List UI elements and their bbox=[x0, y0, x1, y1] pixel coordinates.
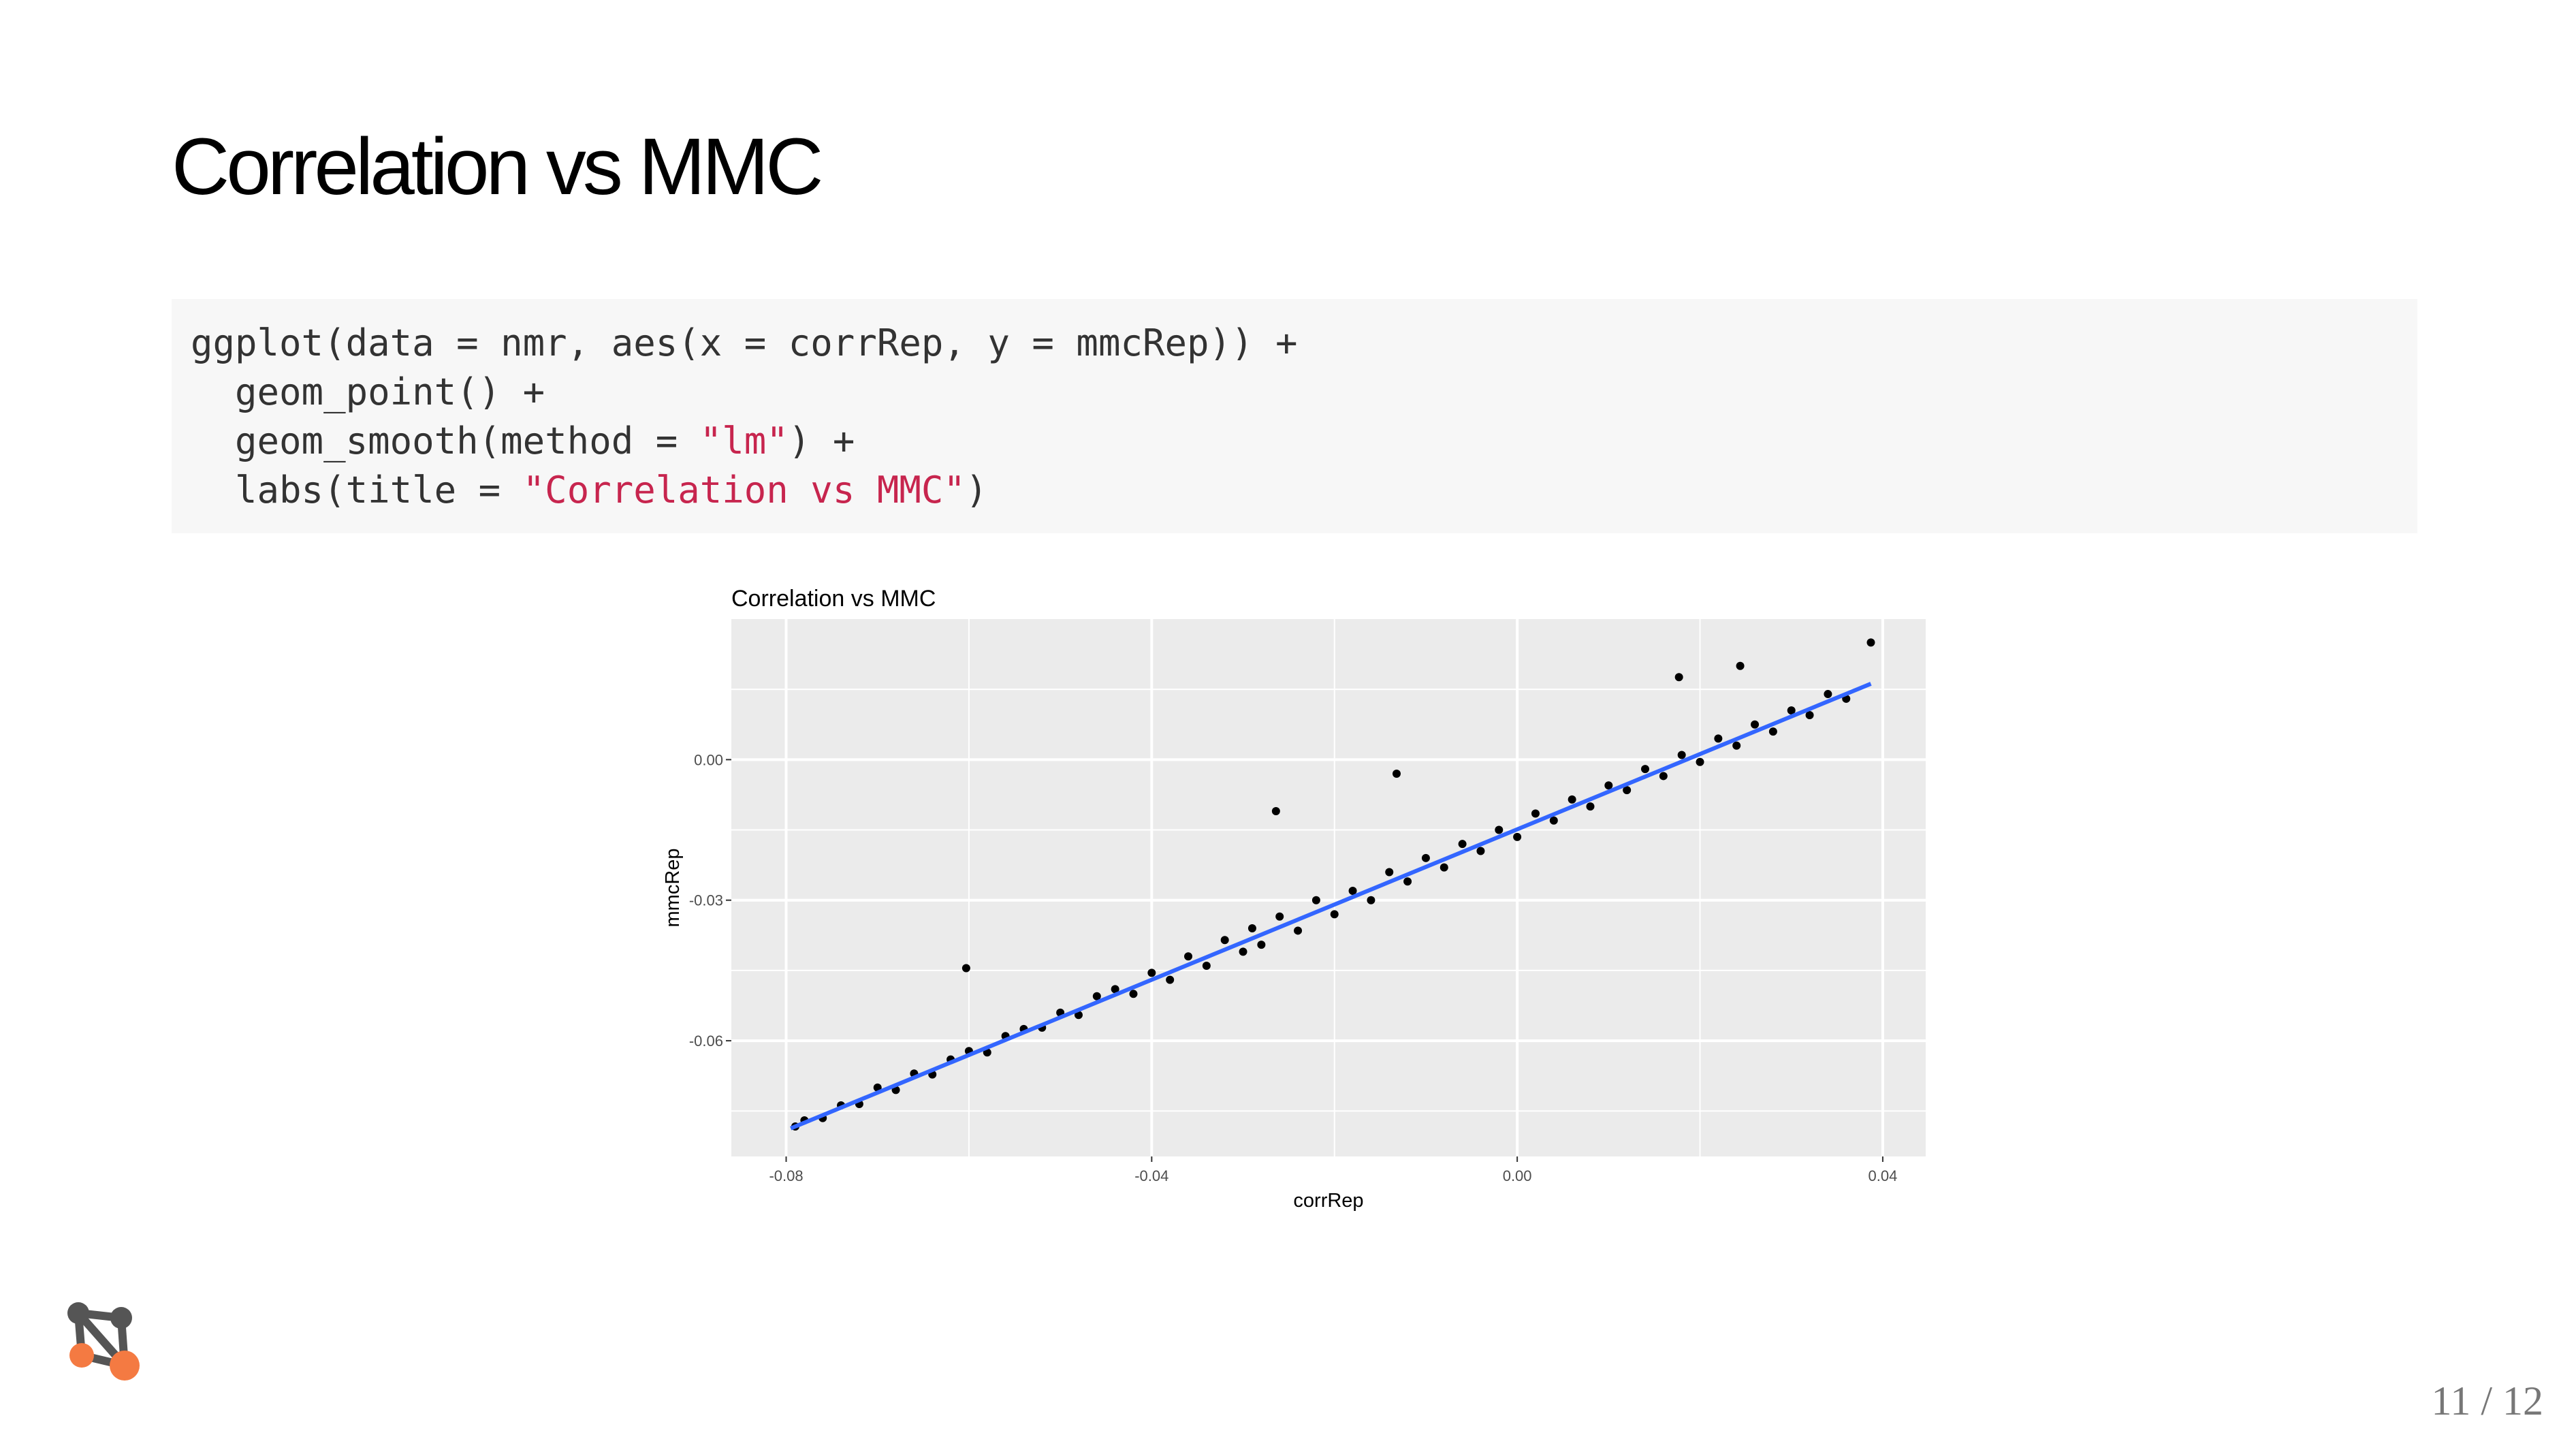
point bbox=[1568, 795, 1576, 804]
code-string: "Correlation vs MMC" bbox=[523, 469, 966, 511]
code-line: ggplot(data = nmr, aes(x = corrRep, y = … bbox=[191, 321, 1298, 364]
point bbox=[1367, 896, 1376, 904]
point bbox=[1604, 781, 1613, 790]
y-tick-label: -0.03 bbox=[689, 892, 723, 909]
code-block bbox=[172, 299, 2417, 533]
point bbox=[1623, 786, 1632, 795]
x-tick-label: -0.04 bbox=[1134, 1167, 1168, 1184]
point bbox=[1271, 807, 1280, 816]
y-tick-label: -0.06 bbox=[689, 1033, 723, 1050]
point bbox=[1294, 926, 1303, 935]
point bbox=[1714, 734, 1723, 743]
point bbox=[1111, 985, 1119, 994]
point bbox=[1421, 853, 1430, 862]
point bbox=[1736, 661, 1745, 670]
point bbox=[1641, 765, 1650, 774]
chart-title: Correlation vs MMC bbox=[731, 586, 936, 612]
point bbox=[1476, 847, 1485, 855]
point bbox=[1092, 992, 1101, 1000]
code-string: "lm" bbox=[700, 420, 789, 462]
code: ggplot(data = nmr, aes(x = corrRep, y = … bbox=[191, 321, 1298, 511]
point bbox=[1166, 975, 1175, 984]
x-tick-label: -0.08 bbox=[769, 1167, 803, 1184]
chart: Correlation vs MMC -0.08 -0.04 0.00 0.04 -0.0… bbox=[662, 586, 1926, 1212]
point bbox=[1392, 770, 1401, 778]
code-text: ) bbox=[966, 469, 988, 511]
x-tick-label: 0.00 bbox=[1503, 1167, 1532, 1184]
point bbox=[1787, 706, 1796, 715]
x-tick-label: 0.04 bbox=[1869, 1167, 1898, 1184]
point bbox=[1866, 638, 1875, 647]
point bbox=[1805, 711, 1814, 720]
point bbox=[1385, 868, 1394, 877]
logo bbox=[67, 1302, 140, 1381]
point bbox=[961, 964, 970, 973]
point bbox=[1531, 809, 1540, 818]
point bbox=[1513, 832, 1522, 841]
point bbox=[1732, 741, 1741, 750]
y-axis-label: mmcRep bbox=[662, 848, 684, 927]
point bbox=[1549, 816, 1558, 825]
point bbox=[1677, 751, 1686, 759]
code-text: labs(title = bbox=[191, 469, 523, 511]
code-line: geom_smooth(method = "lm") + bbox=[191, 420, 855, 462]
page-number: 11 / 12 bbox=[2432, 1378, 2543, 1423]
point bbox=[1311, 896, 1320, 904]
point bbox=[1659, 772, 1668, 781]
slide-title: Correlation vs MMC bbox=[172, 122, 821, 212]
point bbox=[1129, 990, 1138, 998]
point bbox=[1330, 910, 1339, 919]
point bbox=[1824, 690, 1832, 699]
code-text: ) + bbox=[789, 420, 855, 462]
point bbox=[1768, 727, 1777, 736]
point bbox=[1348, 886, 1357, 895]
point bbox=[1147, 968, 1156, 977]
code-line: labs(title = "Correlation vs MMC") bbox=[191, 469, 987, 511]
point bbox=[1751, 720, 1760, 729]
fit-line bbox=[790, 682, 1872, 1131]
point bbox=[1458, 840, 1467, 849]
point bbox=[1440, 863, 1448, 872]
point bbox=[1403, 877, 1412, 886]
x-axis-label: corrRep bbox=[1293, 1190, 1363, 1212]
point bbox=[1257, 941, 1266, 949]
code-text: geom_point() + bbox=[191, 371, 545, 413]
y-tick-label: 0.00 bbox=[694, 751, 723, 768]
point bbox=[1275, 912, 1284, 921]
point bbox=[1239, 947, 1247, 956]
point bbox=[1202, 962, 1211, 971]
point bbox=[1696, 757, 1704, 766]
point bbox=[1184, 952, 1193, 961]
point bbox=[1220, 936, 1229, 945]
code-text: ggplot(data = nmr, aes(x = corrRep, y = … bbox=[191, 321, 1298, 364]
plot-panel bbox=[731, 619, 1926, 1156]
point bbox=[1586, 802, 1595, 811]
code-text: geom_smooth(method = bbox=[191, 420, 700, 462]
point bbox=[1247, 924, 1256, 933]
point bbox=[1074, 1011, 1083, 1020]
point bbox=[1674, 673, 1683, 682]
point bbox=[1495, 825, 1504, 834]
code-line: geom_point() + bbox=[191, 371, 545, 413]
